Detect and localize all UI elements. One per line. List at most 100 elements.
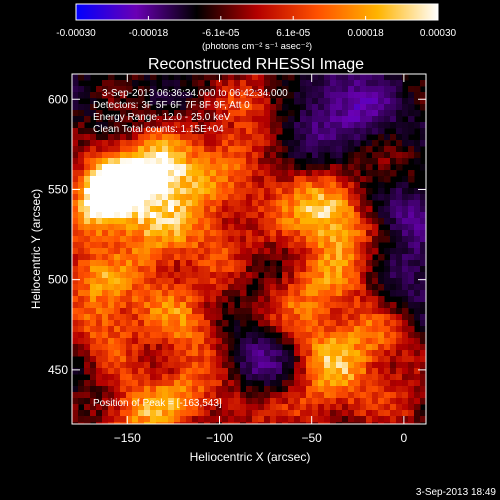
heatmap-cell	[144, 104, 151, 111]
heatmap-cell	[336, 188, 343, 195]
heatmap-cell	[150, 116, 157, 123]
heatmap-cell	[336, 266, 343, 273]
heatmap-cell	[180, 284, 187, 291]
heatmap-cell	[180, 104, 187, 111]
heatmap-cell	[300, 98, 307, 105]
heatmap-cell	[120, 176, 127, 183]
heatmap-cell	[354, 398, 361, 405]
heatmap-cell	[192, 140, 199, 147]
heatmap-cell	[360, 92, 367, 99]
heatmap-cell	[312, 392, 319, 399]
heatmap-cell	[84, 158, 91, 165]
heatmap-cell	[258, 176, 265, 183]
heatmap-cell	[354, 86, 361, 93]
heatmap-cell	[108, 224, 115, 231]
heatmap-cell	[288, 362, 295, 369]
heatmap-cell	[234, 230, 241, 237]
heatmap-cell	[390, 404, 397, 411]
heatmap-cell	[348, 374, 355, 381]
heatmap-cell	[156, 242, 163, 249]
heatmap-cell	[414, 356, 421, 363]
heatmap-cell	[372, 86, 379, 93]
heatmap-cell	[174, 92, 181, 99]
heatmap-cell	[270, 242, 277, 249]
heatmap-cell	[402, 350, 409, 357]
heatmap-cell	[96, 410, 103, 417]
heatmap-cell	[300, 284, 307, 291]
heatmap-cell	[384, 266, 391, 273]
heatmap-cell	[102, 368, 109, 375]
heatmap-cell	[258, 140, 265, 147]
heatmap-cell	[126, 188, 133, 195]
heatmap-cell	[132, 170, 139, 177]
heatmap-cell	[108, 134, 115, 141]
heatmap-cell	[342, 194, 349, 201]
heatmap-cell	[330, 254, 337, 261]
heatmap-cell	[324, 146, 331, 153]
heatmap-cell	[168, 338, 175, 345]
heatmap-cell	[408, 152, 415, 159]
heatmap-cell	[228, 338, 235, 345]
heatmap-cell	[180, 122, 187, 129]
heatmap-cell	[246, 344, 253, 351]
heatmap-cell	[186, 236, 193, 243]
heatmap-cell	[264, 224, 271, 231]
heatmap-cell	[198, 260, 205, 267]
heatmap-cell	[384, 374, 391, 381]
heatmap-cell	[366, 74, 373, 81]
heatmap-cell	[108, 170, 115, 177]
heatmap-cell	[306, 254, 313, 261]
heatmap-cell	[390, 122, 397, 129]
heatmap-cell	[402, 152, 409, 159]
heatmap-cell	[378, 152, 385, 159]
heatmap-cell	[126, 416, 133, 423]
heatmap-cell	[294, 350, 301, 357]
heatmap-cell	[282, 380, 289, 387]
heatmap-cell	[180, 128, 187, 135]
heatmap-cell	[318, 254, 325, 261]
heatmap-cell	[282, 86, 289, 93]
heatmap-cell	[378, 206, 385, 213]
heatmap-cell	[252, 302, 259, 309]
heatmap-cell	[114, 170, 121, 177]
heatmap-cell	[198, 398, 205, 405]
heatmap-cell	[276, 314, 283, 321]
heatmap-cell	[378, 116, 385, 123]
heatmap-cell	[228, 74, 235, 81]
heatmap-cell	[342, 104, 349, 111]
heatmap-cell	[396, 158, 403, 165]
heatmap-cell	[348, 224, 355, 231]
heatmap-cell	[318, 86, 325, 93]
heatmap-cell	[144, 338, 151, 345]
heatmap-cell	[312, 122, 319, 129]
heatmap-cell	[78, 128, 85, 135]
heatmap-cell	[198, 386, 205, 393]
heatmap-cell	[366, 206, 373, 213]
heatmap-cell	[162, 254, 169, 261]
heatmap-cell	[138, 200, 145, 207]
heatmap-cell	[276, 356, 283, 363]
heatmap-cell	[282, 410, 289, 417]
heatmap-cell	[96, 110, 103, 117]
heatmap-cell	[108, 338, 115, 345]
heatmap-cell	[72, 338, 79, 345]
heatmap-cell	[102, 86, 109, 93]
heatmap-cell	[246, 134, 253, 141]
heatmap-cell	[186, 338, 193, 345]
heatmap-cell	[270, 140, 277, 147]
heatmap-cell	[216, 296, 223, 303]
heatmap-cell	[108, 74, 115, 81]
heatmap-cell	[390, 146, 397, 153]
heatmap-cell	[372, 386, 379, 393]
heatmap-cell	[306, 104, 313, 111]
heatmap-cell	[84, 320, 91, 327]
heatmap-cell	[156, 380, 163, 387]
heatmap-cell	[354, 362, 361, 369]
colorbar-unit-label: (photons cm⁻² s⁻¹ asec⁻²)	[202, 41, 312, 52]
heatmap-cell	[108, 194, 115, 201]
heatmap-cell	[162, 410, 169, 417]
heatmap-cell	[276, 374, 283, 381]
heatmap-cell	[408, 362, 415, 369]
heatmap-cell	[300, 308, 307, 315]
heatmap-cell	[222, 200, 229, 207]
